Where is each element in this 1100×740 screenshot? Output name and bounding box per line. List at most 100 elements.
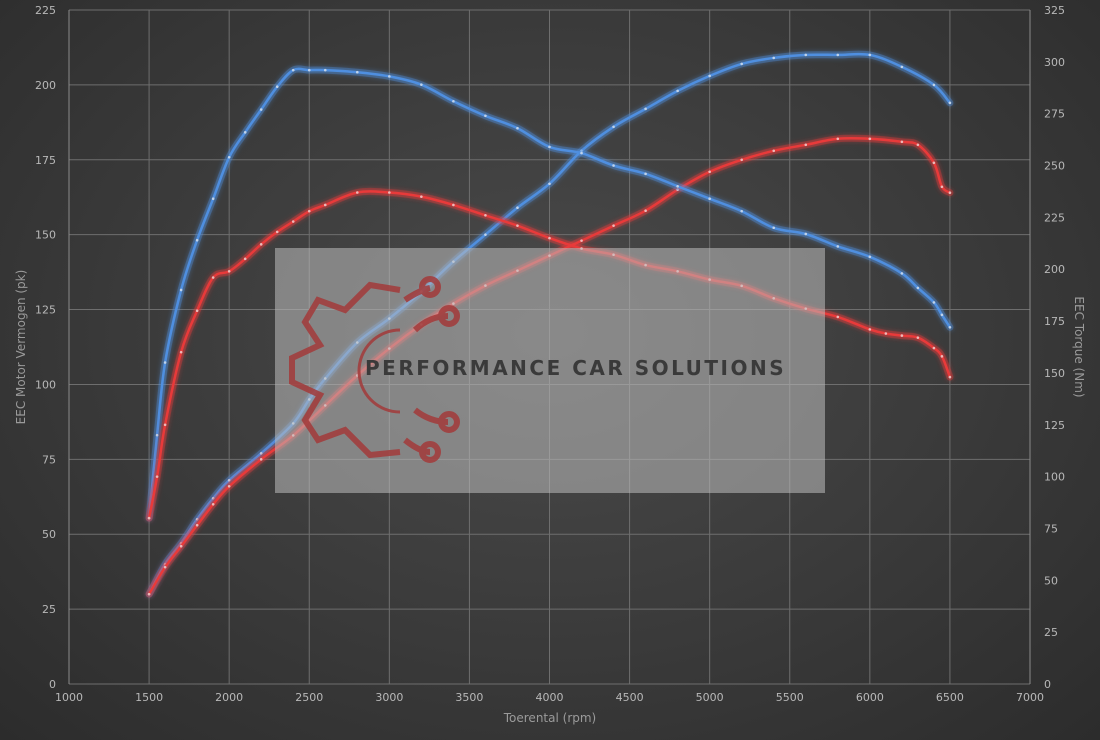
data-point bbox=[948, 325, 952, 329]
data-point bbox=[644, 107, 647, 111]
data-point bbox=[452, 99, 455, 103]
right-tick-label: 50 bbox=[1044, 574, 1058, 587]
right-tick-label: 225 bbox=[1044, 211, 1065, 224]
left-tick-label: 50 bbox=[42, 528, 56, 541]
left-tick-label: 0 bbox=[49, 678, 56, 691]
data-point bbox=[147, 592, 151, 596]
data-point bbox=[307, 209, 311, 213]
x-tick-label: 5500 bbox=[776, 691, 804, 704]
data-point bbox=[147, 516, 151, 520]
data-point bbox=[804, 143, 808, 147]
data-point bbox=[484, 233, 487, 236]
data-point bbox=[291, 68, 295, 72]
right-tick-label: 100 bbox=[1044, 471, 1065, 484]
left-tick-label: 225 bbox=[35, 4, 56, 17]
data-point bbox=[291, 220, 295, 223]
data-point bbox=[323, 68, 327, 72]
data-point bbox=[211, 502, 215, 506]
data-point bbox=[740, 62, 743, 66]
data-point bbox=[179, 350, 183, 354]
data-point bbox=[484, 114, 487, 118]
data-point bbox=[307, 68, 311, 72]
data-point bbox=[948, 375, 952, 379]
series-lines bbox=[145, 50, 954, 598]
data-point bbox=[940, 355, 944, 358]
data-point bbox=[211, 197, 215, 201]
data-point bbox=[740, 158, 743, 162]
data-point bbox=[916, 336, 920, 339]
data-point bbox=[708, 197, 711, 201]
data-point bbox=[932, 161, 936, 165]
data-point bbox=[155, 433, 159, 437]
x-tick-label: 6000 bbox=[856, 691, 884, 704]
data-point bbox=[676, 89, 679, 93]
right-tick-label: 0 bbox=[1044, 678, 1051, 691]
data-point bbox=[932, 301, 936, 304]
data-point bbox=[948, 101, 952, 105]
series-line-3 bbox=[147, 190, 952, 520]
data-point bbox=[155, 475, 159, 478]
data-point bbox=[580, 239, 583, 242]
data-point bbox=[452, 203, 455, 207]
data-point bbox=[772, 226, 776, 230]
data-point bbox=[708, 74, 711, 78]
data-point bbox=[179, 544, 183, 548]
data-point bbox=[676, 184, 679, 188]
right-tick-label: 200 bbox=[1044, 263, 1065, 276]
left-axis-ticks: 0 25 50 75 100 125 150 175 200 225 bbox=[35, 4, 56, 691]
data-point bbox=[195, 238, 199, 242]
data-point bbox=[275, 85, 279, 89]
data-point bbox=[195, 309, 199, 313]
data-point bbox=[516, 224, 519, 227]
data-point bbox=[243, 257, 247, 261]
data-point bbox=[708, 170, 711, 174]
left-tick-label: 100 bbox=[35, 378, 56, 391]
data-point bbox=[836, 245, 840, 248]
data-point bbox=[580, 151, 583, 155]
data-point bbox=[516, 206, 519, 210]
data-point bbox=[516, 126, 519, 130]
data-point bbox=[179, 288, 183, 292]
right-tick-label: 25 bbox=[1044, 626, 1058, 639]
left-tick-label: 150 bbox=[35, 229, 56, 242]
data-point bbox=[227, 155, 231, 159]
data-point bbox=[388, 75, 391, 78]
data-point bbox=[420, 195, 423, 198]
data-point bbox=[163, 565, 167, 569]
data-point bbox=[804, 53, 808, 57]
data-point bbox=[836, 137, 840, 141]
data-point bbox=[259, 458, 263, 461]
data-point bbox=[740, 209, 743, 213]
series-line-2 bbox=[147, 67, 952, 520]
data-point bbox=[884, 332, 888, 335]
right-tick-label: 150 bbox=[1044, 367, 1065, 380]
data-point bbox=[836, 53, 840, 57]
x-tick-label: 1500 bbox=[135, 691, 163, 704]
x-tick-label: 2500 bbox=[295, 691, 323, 704]
data-point bbox=[163, 361, 167, 364]
data-point bbox=[548, 236, 551, 240]
data-point bbox=[243, 131, 247, 134]
x-axis-title: Toerental (rpm) bbox=[503, 711, 596, 725]
data-point bbox=[900, 65, 904, 69]
right-axis-title: EEC Torque (Nm) bbox=[1072, 296, 1086, 397]
right-tick-label: 250 bbox=[1044, 160, 1065, 173]
data-point bbox=[916, 286, 920, 290]
data-point bbox=[323, 203, 327, 207]
data-point bbox=[195, 523, 199, 527]
data-point bbox=[548, 182, 551, 186]
x-tick-label: 3500 bbox=[455, 691, 483, 704]
data-point bbox=[227, 484, 231, 488]
data-point bbox=[940, 185, 944, 189]
data-point bbox=[259, 452, 263, 455]
right-tick-label: 275 bbox=[1044, 108, 1065, 121]
right-tick-label: 325 bbox=[1044, 4, 1065, 17]
right-axis-ticks: 0 25 50 75 100 125 150 175 200 225 250 275 300 325 bbox=[1044, 4, 1065, 691]
x-tick-label: 4500 bbox=[616, 691, 644, 704]
data-point bbox=[275, 230, 279, 234]
right-tick-label: 175 bbox=[1044, 315, 1065, 328]
data-point bbox=[420, 83, 423, 86]
data-point bbox=[772, 56, 776, 60]
right-tick-label: 125 bbox=[1044, 419, 1065, 432]
